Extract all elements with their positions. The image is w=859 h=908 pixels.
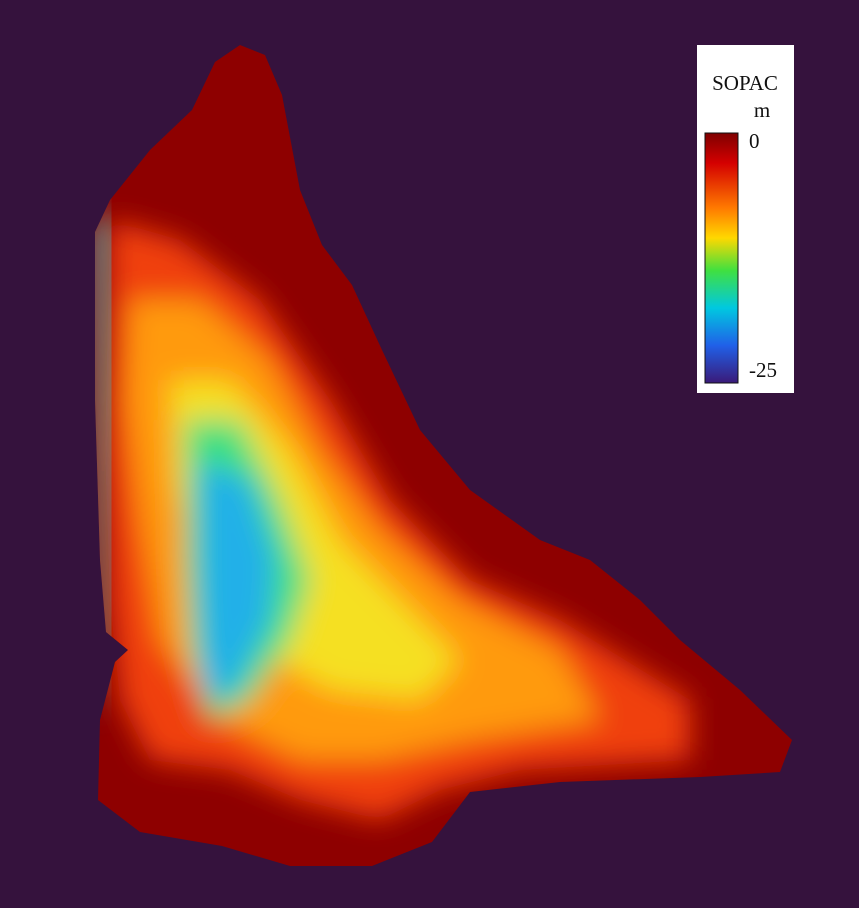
colorbar [705,133,738,383]
legend-title: SOPAC [712,71,778,95]
page: SOPAC m 0-25 (() => { const data = JSON.… [0,0,859,903]
map: SOPAC m 0 -25 [0,0,859,903]
colorbar-tick-label: 0 [749,129,760,153]
legend-unit: m [754,98,770,122]
colorbar-tick-label: -25 [749,358,777,382]
